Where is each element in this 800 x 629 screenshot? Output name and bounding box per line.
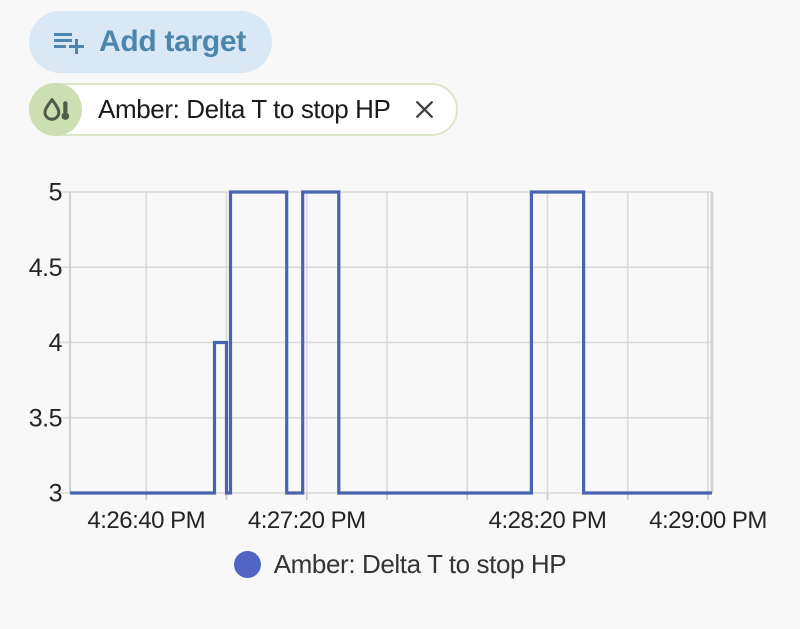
series-line [70, 190, 712, 495]
chip-avatar [29, 83, 82, 136]
y-axis-tick-label: 3 [49, 480, 62, 508]
add-target-button[interactable]: Add target [29, 11, 273, 73]
x-axis-tick-label: 4:26:40 PM [87, 507, 205, 534]
add-target-label: Add target [99, 25, 247, 58]
playlist-plus-icon [51, 24, 87, 60]
history-chart-svg[interactable]: 3 3.5 4 4.5 5 4:26:40 PM 4:27:20 PM 4:28:20 PM 4… [0, 155, 800, 547]
close-icon [411, 96, 438, 123]
x-axis-tick-label: 4:29:00 PM [649, 507, 767, 534]
legend-item[interactable]: Amber: Delta T to stop HP [0, 549, 800, 580]
x-axis-tick-label: 4:28:20 PM [489, 507, 607, 534]
legend-label: Amber: Delta T to stop HP [273, 549, 567, 579]
x-axis-tick-label: 4:27:20 PM [248, 507, 366, 534]
y-axis-tick-label: 5 [49, 179, 62, 207]
target-chip[interactable]: Amber: Delta T to stop HP [29, 83, 458, 136]
humidity-thermometer-icon [39, 93, 73, 127]
y-axis-tick-label: 4 [49, 329, 63, 357]
y-axis-tick-label: 3.5 [29, 404, 62, 432]
chip-label: Amber: Delta T to stop HP [98, 94, 391, 124]
chip-close-button[interactable] [409, 94, 440, 125]
y-axis-tick-label: 4.5 [29, 254, 62, 282]
legend-swatch [233, 551, 261, 578]
